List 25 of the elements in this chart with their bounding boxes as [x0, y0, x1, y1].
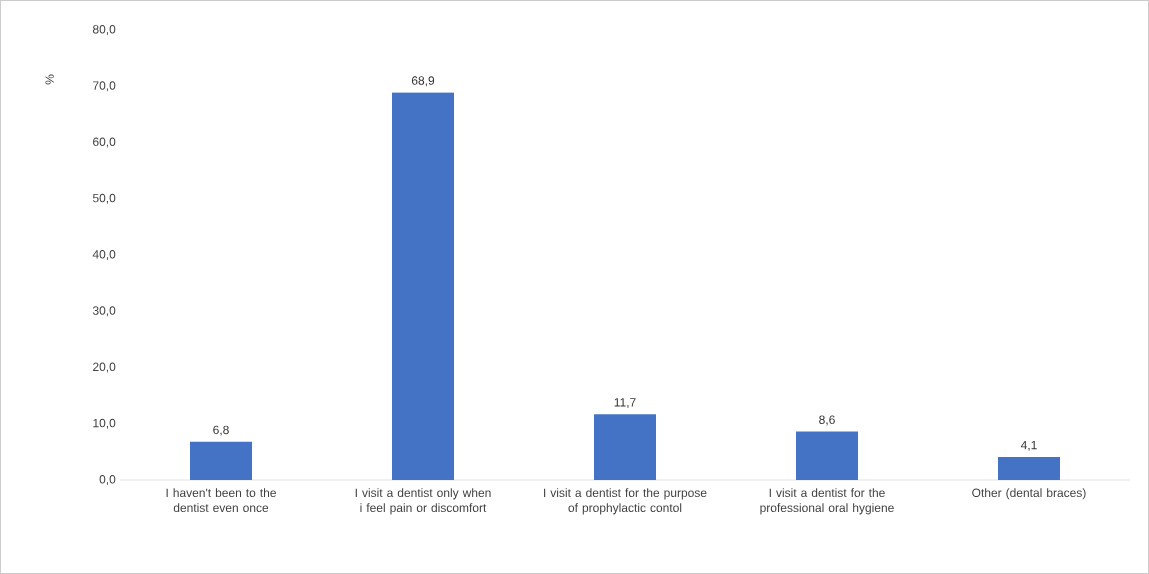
- data-label: 6,8: [213, 425, 229, 436]
- x-tick-label: I visit a dentist only when i feel pain or discomfort: [355, 488, 491, 515]
- y-tick-label: 0,0: [99, 475, 116, 485]
- y-tick-label: 80,0: [92, 25, 116, 35]
- y-tick-label: 30,0: [92, 306, 116, 317]
- data-label: 68,9: [411, 76, 435, 87]
- bar: [997, 456, 1060, 480]
- data-label: 4,1: [1020, 440, 1037, 451]
- x-tick-label: Other (dental braces): [972, 488, 1086, 500]
- bar: [795, 431, 858, 480]
- bar: [190, 441, 252, 480]
- y-tick-label: 70,0: [93, 81, 116, 92]
- data-label: 8,6: [819, 415, 835, 426]
- x-tick-label: I visit a dentist for the professional oral hygiene: [760, 488, 894, 515]
- y-tick-label: 60,0: [93, 137, 116, 148]
- y-tick-label: 10,0: [93, 418, 116, 429]
- y-tick-label: 40,0: [92, 250, 116, 260]
- bar: [392, 92, 454, 480]
- x-tick-label: I haven't been to the dentist even once: [166, 488, 276, 513]
- y-axis-title: %: [45, 74, 54, 85]
- y-tick-label: 50,0: [92, 193, 116, 204]
- bar: [594, 414, 656, 480]
- data-label: 11,7: [614, 398, 636, 408]
- y-tick-label: 20,0: [93, 362, 116, 373]
- x-tick-label: I visit a dentist for the purpose of prophylactic contol: [544, 488, 707, 515]
